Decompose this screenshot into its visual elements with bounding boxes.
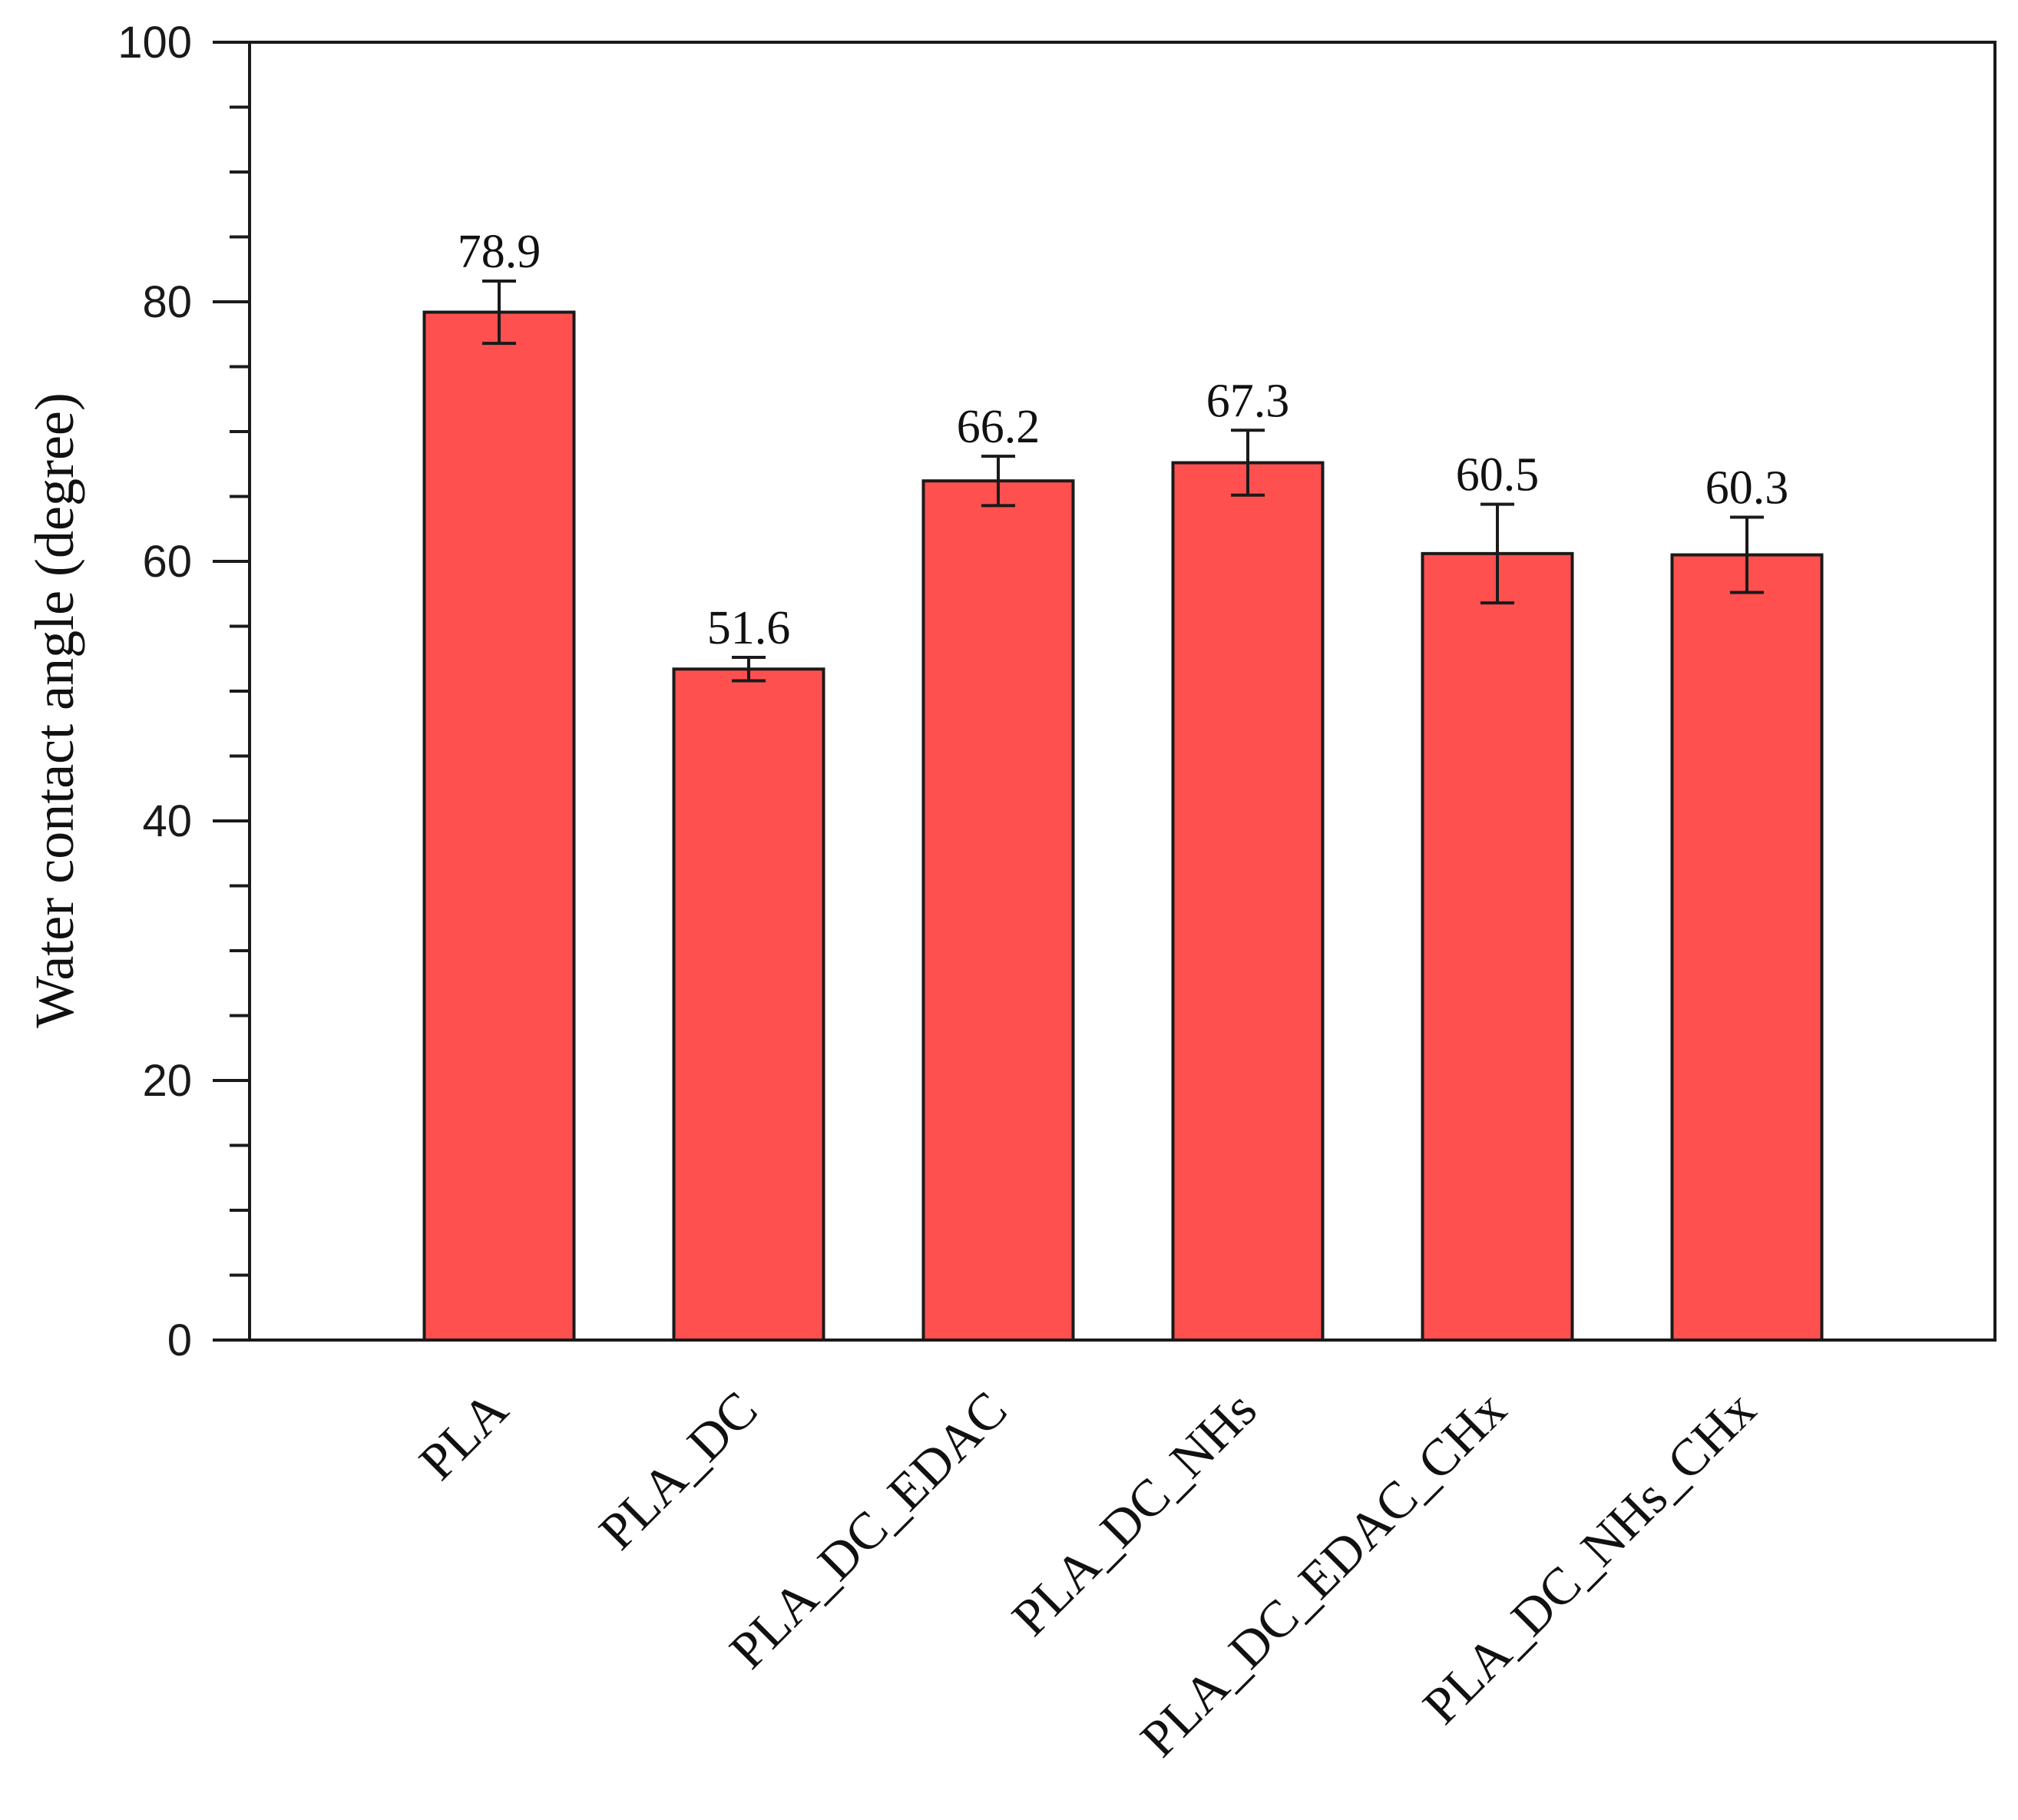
data-label: 78.9	[458, 226, 541, 278]
bar	[1171, 461, 1325, 1342]
y-axis-title: Water contact angle (degree)	[24, 392, 85, 1028]
y-tick-label: 60	[142, 537, 192, 587]
bar	[422, 310, 576, 1342]
bar	[1670, 553, 1824, 1342]
x-tick-label: PLA	[408, 1380, 519, 1491]
data-label: 60.3	[1705, 462, 1789, 515]
y-tick-label: 80	[142, 277, 192, 327]
data-label: 67.3	[1206, 375, 1290, 427]
x-tick-label: PLA_DC	[587, 1380, 768, 1560]
data-label: 51.6	[707, 602, 791, 654]
y-tick-label: 100	[117, 18, 192, 68]
bar	[1421, 551, 1574, 1342]
bar	[672, 667, 825, 1342]
x-tick-label: PLA_DC_NHs	[1001, 1380, 1268, 1647]
y-tick-label: 40	[142, 796, 192, 846]
bar	[921, 479, 1075, 1342]
data-label: 66.2	[957, 401, 1040, 453]
data-label: 60.5	[1456, 449, 1540, 501]
y-tick-label: 0	[167, 1315, 192, 1365]
y-tick-label: 20	[142, 1056, 192, 1106]
plot-area: 0 20 40 60 80 100 78.9 PLA 51.6 PLA_DC 66.2 PLA_DC_…	[117, 18, 1996, 1768]
